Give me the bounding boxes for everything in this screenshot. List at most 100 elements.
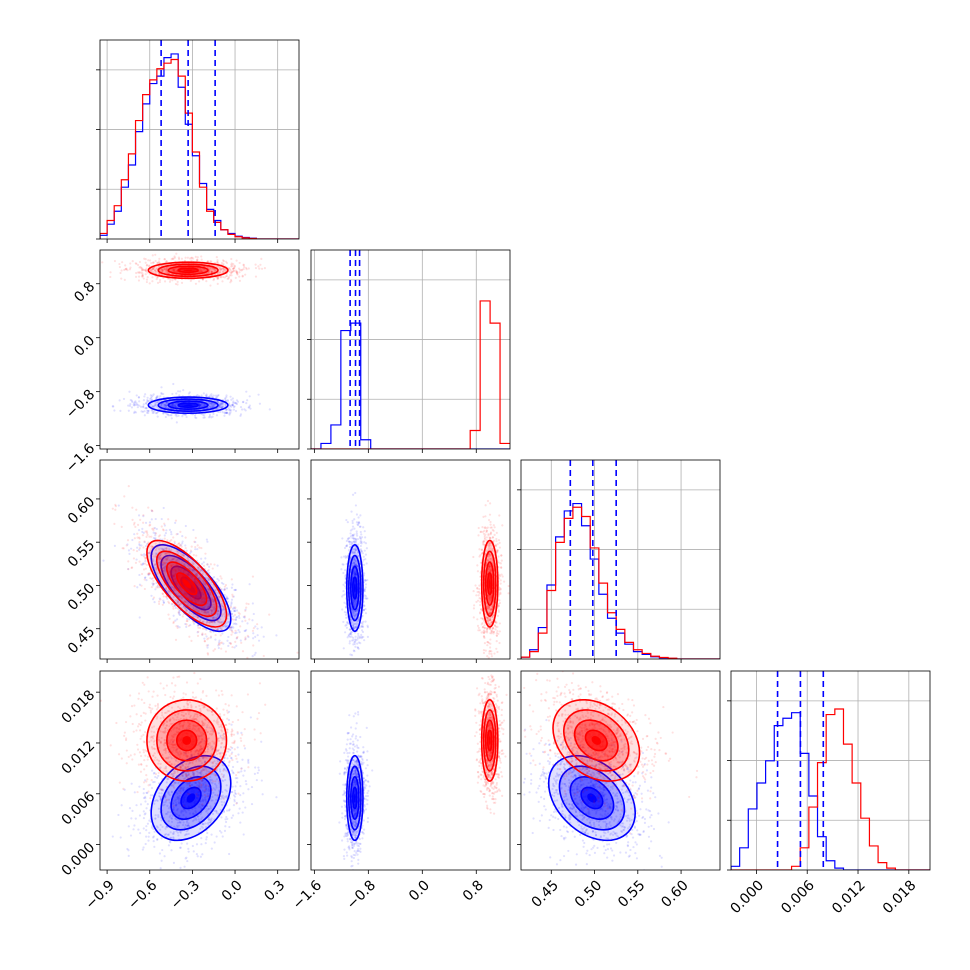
- histogram-series-blue: [731, 712, 930, 870]
- density-peak: [353, 793, 356, 803]
- contour-line: [156, 709, 218, 772]
- histogram-series-blue: [100, 53, 299, 239]
- density-peak: [488, 735, 491, 745]
- contour-line: [480, 698, 499, 782]
- panel-frame: [730, 670, 931, 871]
- joint-panel-3-2: [520, 670, 721, 871]
- contour-line: [547, 754, 637, 842]
- contour-line: [558, 765, 626, 831]
- x-tick-label: 0.3: [261, 877, 288, 904]
- contour-line: [569, 776, 615, 820]
- contour-line: [350, 776, 360, 820]
- x-tick-label: −0.3: [168, 877, 203, 912]
- panel-frame: [310, 670, 511, 871]
- panel-frame: [520, 670, 721, 871]
- contour-line: [177, 267, 199, 274]
- contour-line: [486, 729, 493, 752]
- x-tick-label: 0.000: [727, 877, 767, 917]
- y-tick-label: −0.8: [63, 387, 98, 422]
- y-tick-label: 0.8: [71, 279, 98, 306]
- density-peak: [182, 735, 192, 745]
- contour-line: [175, 572, 198, 596]
- joint-panel-3-1: [310, 670, 511, 871]
- histogram-panel-0: [96, 39, 300, 240]
- x-tick-label: −1.6: [290, 877, 325, 912]
- contour-line: [170, 776, 212, 820]
- y-tick-label: 0.006: [59, 789, 99, 829]
- x-tick-label: −0.9: [82, 877, 117, 912]
- x-tick-label: −0.6: [125, 877, 160, 912]
- contour-line: [166, 719, 208, 762]
- y-tick-label: 0.55: [65, 537, 98, 570]
- contour-line: [552, 698, 641, 782]
- contour-line: [573, 719, 619, 762]
- x-tick-label: 0.50: [572, 877, 605, 910]
- x-tick-label: 0.45: [529, 877, 562, 910]
- panel-frame: [99, 670, 300, 871]
- histogram-panel-1: [307, 249, 511, 450]
- x-tick-label: 0.0: [406, 877, 433, 904]
- density-peak: [587, 793, 597, 803]
- contour-line: [584, 729, 608, 752]
- contour-line: [167, 400, 209, 411]
- contour-line: [167, 265, 209, 276]
- contour-line: [180, 786, 202, 810]
- contour-line: [347, 765, 362, 831]
- density-peak: [591, 735, 602, 745]
- contour-line: [580, 786, 604, 810]
- x-tick-label: 0.0: [219, 877, 246, 904]
- y-tick-label: −1.6: [63, 441, 98, 476]
- contour-line: [484, 719, 495, 762]
- contour-line: [484, 561, 495, 607]
- contour-line: [157, 263, 219, 278]
- joint-panel-2-0: [99, 459, 300, 660]
- x-tick-label: 0.018: [880, 877, 920, 917]
- contour-line: [563, 709, 630, 772]
- y-tick-label: 0.45: [65, 624, 98, 657]
- contour-line: [177, 402, 199, 408]
- contour-line: [345, 543, 364, 633]
- contour-line: [146, 539, 228, 628]
- x-tick-label: 0.006: [778, 877, 818, 917]
- histogram-series-red: [521, 506, 720, 659]
- panel-frame: [310, 249, 511, 450]
- density-peak: [488, 578, 491, 589]
- scatter-points: [521, 708, 670, 870]
- x-tick-label: 0.60: [658, 877, 691, 910]
- panel-frame: [99, 249, 300, 450]
- contour-line: [147, 396, 229, 415]
- y-tick-label: 0.000: [59, 840, 99, 880]
- joint-panel-2-1: [310, 459, 511, 660]
- x-tick-label: 0.55: [615, 877, 648, 910]
- histogram-series-blue: [521, 502, 720, 659]
- histogram-panel-2: [517, 459, 721, 660]
- contour-line: [482, 550, 497, 617]
- contour-line: [482, 709, 497, 772]
- density-peak: [186, 793, 196, 803]
- x-tick-label: 0.8: [460, 877, 487, 904]
- panel-frame: [99, 459, 300, 660]
- contour-line: [146, 698, 228, 782]
- contour-line: [157, 398, 219, 413]
- histogram-series-red: [311, 300, 510, 449]
- joint-panel-3-0: [99, 670, 300, 871]
- histogram-series-red: [731, 708, 930, 870]
- y-tick-label: 0.0: [71, 333, 98, 360]
- contour-line: [480, 539, 499, 628]
- y-tick-label: 0.018: [59, 687, 99, 727]
- contour-line: [347, 554, 362, 622]
- density-peak: [353, 583, 356, 593]
- panel-frame: [99, 39, 300, 240]
- joint-panel-1-0: [99, 249, 300, 450]
- x-tick-label: −0.8: [344, 877, 379, 912]
- contour-line: [156, 550, 218, 617]
- contour-line: [345, 754, 364, 842]
- contour-line: [350, 565, 360, 611]
- y-tick-label: 0.012: [59, 738, 99, 778]
- contour-line: [486, 572, 493, 596]
- x-tick-label: 0.012: [829, 877, 869, 917]
- histogram-series-blue: [311, 322, 510, 449]
- histogram-series-red: [100, 58, 299, 239]
- y-tick-label: 0.60: [65, 494, 98, 527]
- density-peak: [182, 578, 192, 589]
